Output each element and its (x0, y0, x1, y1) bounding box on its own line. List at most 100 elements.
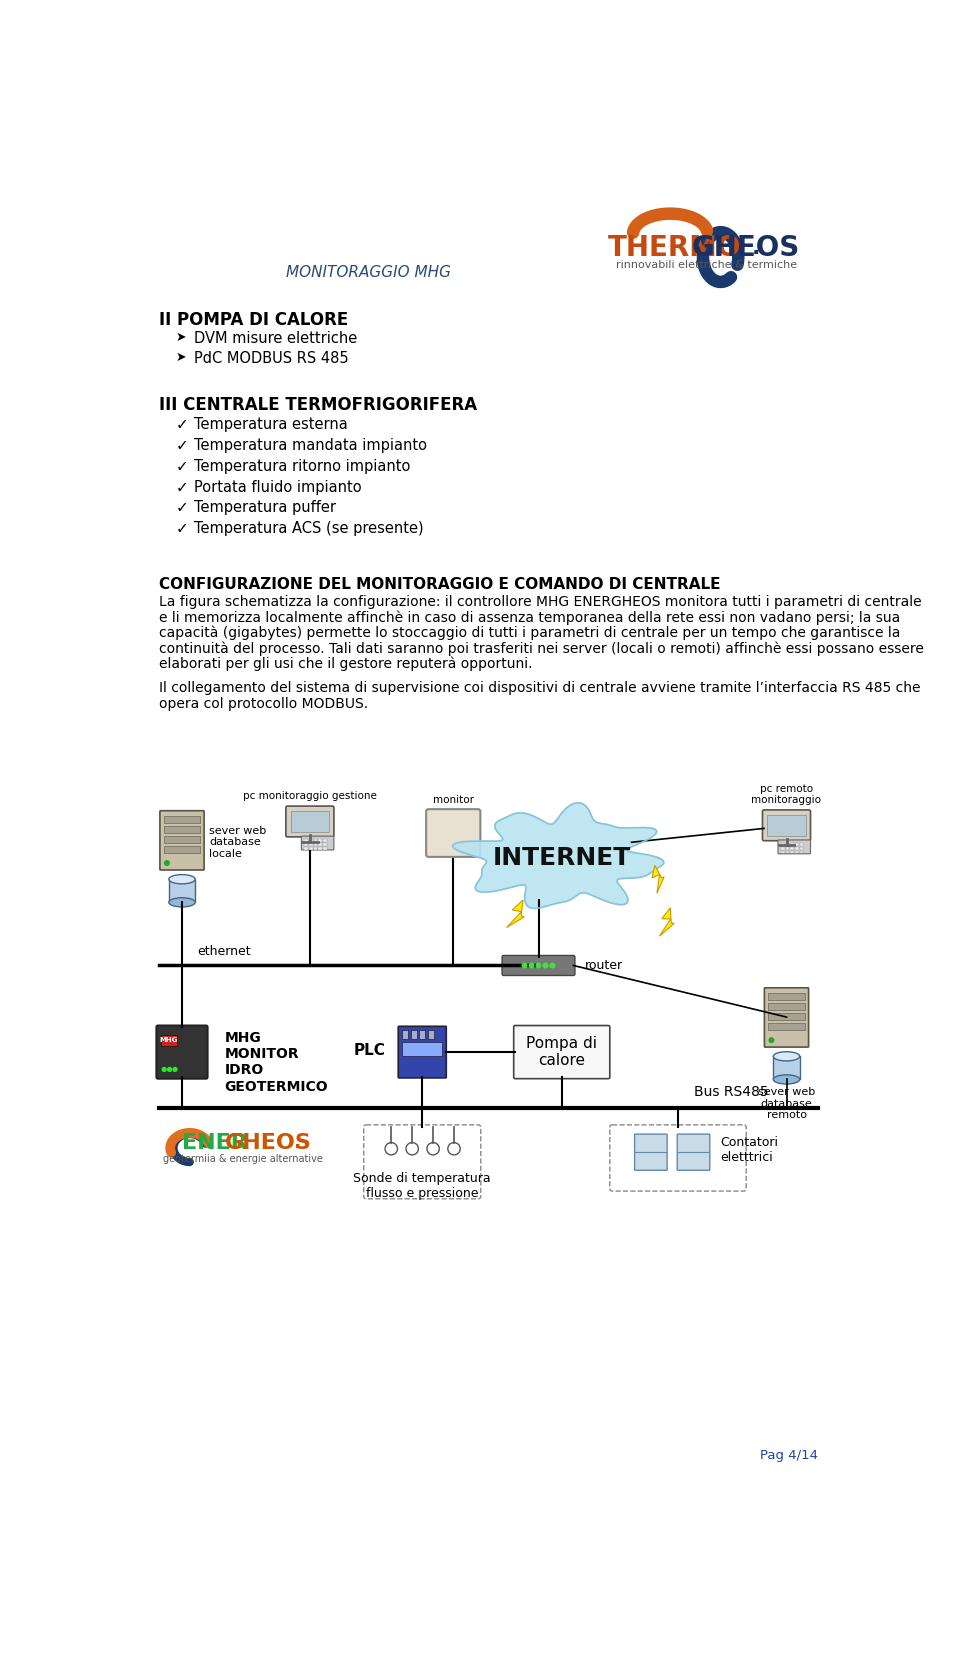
Bar (319, 839, 322, 842)
Circle shape (543, 963, 548, 968)
Bar (790, 850, 794, 854)
Text: La figura schematizza la configurazione: il controllore MHG ENERGHEOS monitora t: La figura schematizza la configurazione:… (158, 595, 922, 610)
Circle shape (164, 860, 169, 865)
Bar (304, 844, 308, 845)
Text: Il collegamento del sistema di supervisione coi dispositivi di centrale avviene : Il collegamento del sistema di supervisi… (158, 681, 921, 696)
Text: Contatori
eletttrici: Contatori eletttrici (721, 1136, 779, 1164)
Bar (800, 844, 804, 845)
Text: CONFIGURAZIONE DEL MONITORAGGIO E COMANDO DI CENTRALE: CONFIGURAZIONE DEL MONITORAGGIO E COMAND… (158, 576, 720, 591)
Text: GHEOS: GHEOS (225, 1133, 311, 1153)
Circle shape (173, 1068, 177, 1071)
Bar (309, 844, 313, 845)
Bar (774, 1056, 800, 1080)
Text: elaborati per gli usi che il gestore reputerà opportuni.: elaborati per gli usi che il gestore rep… (158, 656, 532, 671)
Text: Temperatura mandata impianto: Temperatura mandata impianto (194, 439, 426, 453)
FancyBboxPatch shape (677, 1134, 709, 1171)
Bar (790, 847, 794, 849)
Text: Temperatura esterna: Temperatura esterna (194, 417, 348, 432)
Text: ✓: ✓ (176, 522, 188, 537)
Bar (785, 850, 789, 854)
Circle shape (537, 963, 540, 968)
Bar (795, 850, 799, 854)
Text: Sonde di temperatura
flusso e pressione: Sonde di temperatura flusso e pressione (353, 1171, 492, 1199)
Bar (427, 1030, 434, 1040)
Text: geotermiia & energie alternative: geotermiia & energie alternative (162, 1154, 323, 1164)
Bar (768, 1023, 804, 1030)
Circle shape (162, 1068, 166, 1071)
Bar (795, 847, 799, 849)
Bar (309, 839, 313, 842)
FancyBboxPatch shape (286, 806, 334, 837)
Ellipse shape (774, 1051, 800, 1061)
Text: PLC: PLC (353, 1043, 385, 1058)
Text: sever web
database
locale: sever web database locale (209, 826, 266, 859)
Bar (164, 845, 201, 854)
Text: capacità (gigabytes) permette lo stoccaggio di tutti i parametri di centrale per: capacità (gigabytes) permette lo stoccag… (158, 626, 900, 641)
Ellipse shape (774, 1075, 800, 1085)
Bar (164, 826, 201, 834)
Text: rinnovabili elettriche & termiche: rinnovabili elettriche & termiche (616, 259, 797, 269)
Polygon shape (507, 900, 524, 927)
Circle shape (529, 963, 534, 968)
Bar (768, 1013, 804, 1020)
Text: ENER: ENER (182, 1133, 248, 1153)
Text: ✓: ✓ (176, 500, 188, 515)
Bar (795, 844, 799, 845)
Text: ethernet: ethernet (198, 945, 252, 958)
Text: ✓: ✓ (176, 417, 188, 432)
Polygon shape (660, 907, 674, 937)
Text: GHEOS: GHEOS (691, 234, 800, 262)
Text: THERMO: THERMO (609, 234, 742, 262)
Circle shape (769, 1038, 774, 1043)
Bar (402, 1043, 443, 1056)
Circle shape (550, 963, 555, 968)
Text: Temperatura puffer: Temperatura puffer (194, 500, 336, 515)
Text: ➤: ➤ (176, 350, 186, 364)
Bar (324, 844, 326, 845)
Bar (785, 847, 789, 849)
Bar (781, 850, 784, 854)
Bar (169, 879, 195, 902)
Bar (291, 811, 329, 832)
Bar (781, 844, 784, 845)
Ellipse shape (169, 875, 195, 884)
FancyBboxPatch shape (778, 840, 810, 854)
Circle shape (406, 1143, 419, 1154)
FancyBboxPatch shape (635, 1134, 667, 1171)
Bar (164, 816, 201, 822)
Bar (161, 1035, 177, 1045)
Circle shape (447, 1143, 460, 1154)
Ellipse shape (169, 897, 195, 907)
Text: II POMPA DI CALORE: II POMPA DI CALORE (158, 311, 348, 329)
Text: INTERNET: INTERNET (492, 845, 631, 870)
Bar (304, 847, 308, 849)
Text: router: router (585, 958, 623, 972)
Bar (800, 847, 804, 849)
Text: ✓: ✓ (176, 439, 188, 453)
Bar (781, 847, 784, 849)
Text: monitor: monitor (433, 796, 473, 806)
Text: .: . (752, 238, 760, 257)
Text: Temperatura ACS (se presente): Temperatura ACS (se presente) (194, 522, 423, 537)
FancyBboxPatch shape (156, 1025, 207, 1078)
Bar (324, 839, 326, 842)
Text: ✓: ✓ (176, 458, 188, 473)
FancyBboxPatch shape (762, 811, 810, 840)
Bar (767, 814, 805, 835)
Bar (314, 847, 317, 849)
Text: pc remoto
monitoraggio: pc remoto monitoraggio (752, 784, 822, 806)
Bar (164, 835, 201, 844)
Text: pc monitoraggio gestione: pc monitoraggio gestione (243, 791, 377, 802)
Text: Pompa di
calore: Pompa di calore (526, 1036, 597, 1068)
Circle shape (385, 1143, 397, 1154)
FancyBboxPatch shape (364, 1124, 481, 1199)
Bar (304, 839, 308, 842)
Bar (790, 844, 794, 845)
Text: Temperatura ritorno impianto: Temperatura ritorno impianto (194, 458, 410, 473)
Text: e li memorizza localmente affinchè in caso di assenza temporanea della rete essi: e li memorizza localmente affinchè in ca… (158, 611, 900, 625)
Text: sever web
database
remoto: sever web database remoto (757, 1088, 815, 1120)
Text: Bus RS485: Bus RS485 (693, 1085, 768, 1098)
Text: .: . (295, 1133, 301, 1153)
FancyBboxPatch shape (610, 1124, 746, 1191)
Text: ✓: ✓ (176, 480, 188, 495)
